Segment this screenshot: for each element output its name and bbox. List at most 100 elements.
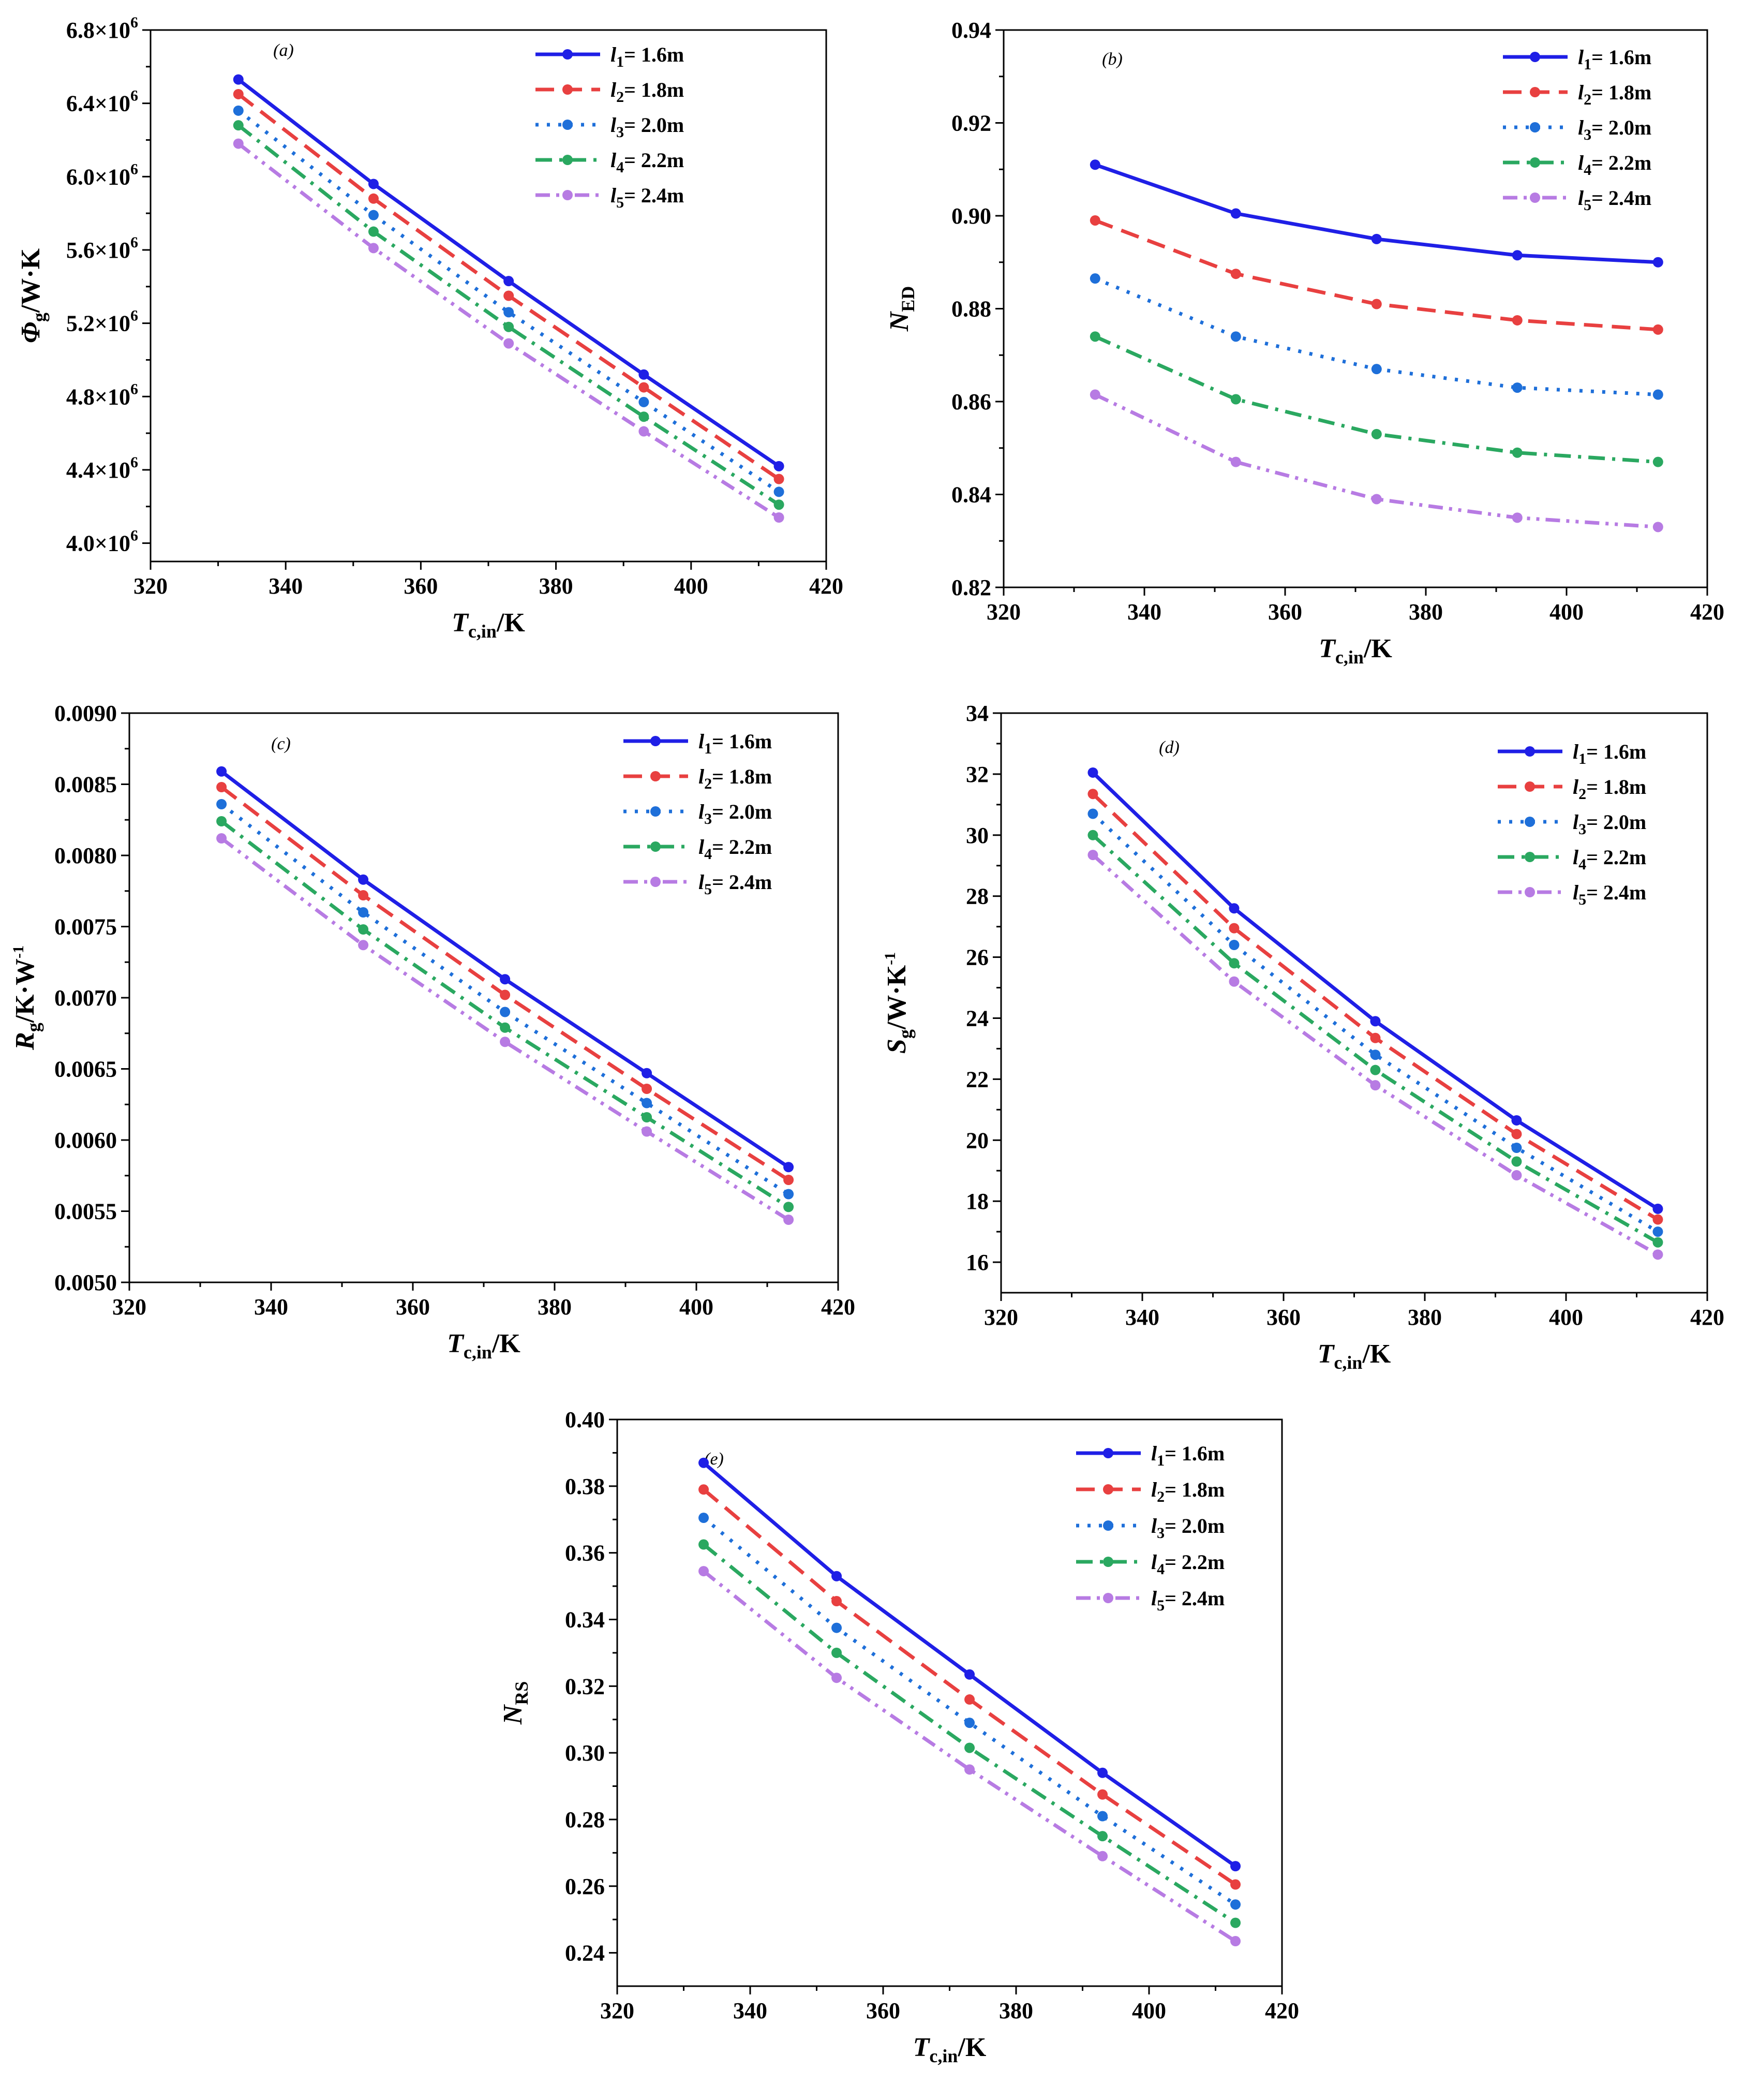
data-point-series-4 [233,120,244,131]
y-tick-label: 4.0×106 [66,527,138,556]
y-tick-label: 0.34 [565,1607,605,1632]
data-point-series-1 [1230,208,1241,219]
data-point-series-1 [1230,1861,1241,1872]
data-point-series-2 [503,290,514,301]
data-point-series-4 [1230,1917,1241,1928]
data-point-series-5 [1230,1936,1241,1947]
data-point-series-5 [698,1566,709,1577]
data-point-series-3 [1087,808,1098,819]
y-tick-label: 24 [966,1005,989,1031]
data-point-series-4 [1087,830,1098,840]
data-point-series-3 [1370,1049,1381,1060]
data-point-series-5 [1229,976,1240,987]
data-point-series-5 [1652,522,1663,533]
legend-label-5: l5= 2.4m [1151,1587,1225,1614]
x-tick-label: 420 [821,1294,855,1320]
x-tick-label: 320 [984,1305,1018,1330]
x-tick-label: 420 [809,573,843,599]
x-tick-label: 380 [1408,1305,1442,1330]
data-point-series-5 [773,512,784,523]
chart-panel-e: 320 340 360 380 400 420 0.24 0.26 0.28 0.30 0.32 0.… [498,1407,1299,2066]
x-axis-title: Tc,in/K [913,2033,987,2066]
data-point-series-1 [1371,233,1382,244]
y-tick-label: 32 [966,762,989,787]
data-point-series-2 [1512,315,1523,326]
legend-marker-2 [1103,1484,1113,1495]
data-point-series-1 [216,766,227,777]
series-line-4 [1094,335,1659,464]
data-point-series-5 [368,243,379,254]
y-tick-label: 0.36 [565,1541,605,1566]
x-tick-label: 320 [987,599,1021,625]
data-point-series-1 [503,276,514,287]
data-point-series-1 [233,74,244,85]
legend-label-2: l2= 1.8m [1578,81,1651,108]
y-tick-label: 0.0060 [54,1128,117,1153]
legend-marker-2 [562,84,573,95]
data-point-series-4 [1370,1064,1381,1075]
y-tick-label: 0.0085 [54,772,117,797]
legend-label-2: l2= 1.8m [1573,775,1646,803]
x-tick-label: 320 [133,573,168,599]
legend-marker-1 [650,736,661,746]
data-point-series-1 [698,1457,709,1468]
data-point-series-2 [500,989,511,1000]
data-point-series-4 [964,1742,975,1753]
legend-marker-3 [650,806,661,817]
data-point-series-4 [773,499,784,510]
legend-marker-4 [650,841,661,852]
data-point-series-1 [358,874,369,885]
legend-marker-4 [1103,1557,1113,1567]
legend-label-1: l1= 1.6m [1578,46,1651,73]
data-point-series-2 [1652,1214,1663,1225]
series-line-1 [220,770,790,1169]
legend-marker-3 [1525,817,1535,827]
x-tick-label: 320 [600,1998,634,2023]
y-axis-title: NRS [498,1681,532,1725]
data-point-series-3 [216,799,227,809]
legend-marker-5 [1103,1593,1113,1603]
data-point-series-3 [1097,1811,1108,1822]
y-tick-label: 4.4×106 [66,454,138,483]
legend-marker-3 [1103,1520,1113,1531]
data-point-series-3 [358,907,369,918]
x-tick-label: 360 [404,573,438,599]
x-tick-label: 360 [396,1294,430,1320]
data-point-series-2 [358,890,369,900]
legend-label-4: l4= 2.2m [1151,1550,1225,1578]
data-point-series-3 [500,1007,511,1017]
data-point-series-4 [1230,394,1241,405]
data-point-series-3 [503,307,514,318]
x-tick-label: 340 [254,1294,288,1320]
data-point-series-2 [698,1484,709,1495]
y-tick-label: 0.0055 [54,1199,117,1224]
x-tick-label: 400 [1132,1998,1166,2023]
legend-marker-1 [562,49,573,60]
data-point-series-2 [773,474,784,484]
data-point-series-5 [500,1037,511,1047]
data-point-series-4 [503,321,514,332]
legend-label-5: l5= 2.4m [1578,186,1651,214]
y-tick-label: 5.2×106 [66,307,138,336]
x-tick-label: 340 [269,573,303,599]
data-point-series-3 [1511,1143,1522,1153]
data-point-series-2 [1097,1789,1108,1800]
data-point-series-3 [1090,273,1100,284]
x-tick-label: 340 [1127,599,1161,625]
x-axis-title: Tc,in/K [447,1329,520,1363]
y-tick-label: 0.90 [951,203,991,229]
legend-label-4: l4= 2.2m [610,149,684,176]
data-point-series-4 [1090,331,1100,342]
chart-panel-a: 320 340 360 380 400 420 4.0×106 4.4×106 4.8×106 5… [16,14,843,642]
data-point-series-1 [1229,903,1240,914]
data-point-series-4 [642,1112,652,1122]
y-tick-label: 18 [966,1189,989,1214]
legend-marker-2 [650,771,661,781]
y-tick-label: 0.28 [565,1807,605,1832]
series-line-5 [1094,393,1659,529]
chart-panel-d: 320 340 360 380 400 420 16 18 20 22 24 26 28 30 32 34 Tc… [882,701,1724,1373]
legend-marker-2 [1525,781,1535,792]
data-point-series-4 [1097,1831,1108,1842]
series-line-4 [702,1543,1236,1925]
data-point-series-3 [1512,382,1523,393]
